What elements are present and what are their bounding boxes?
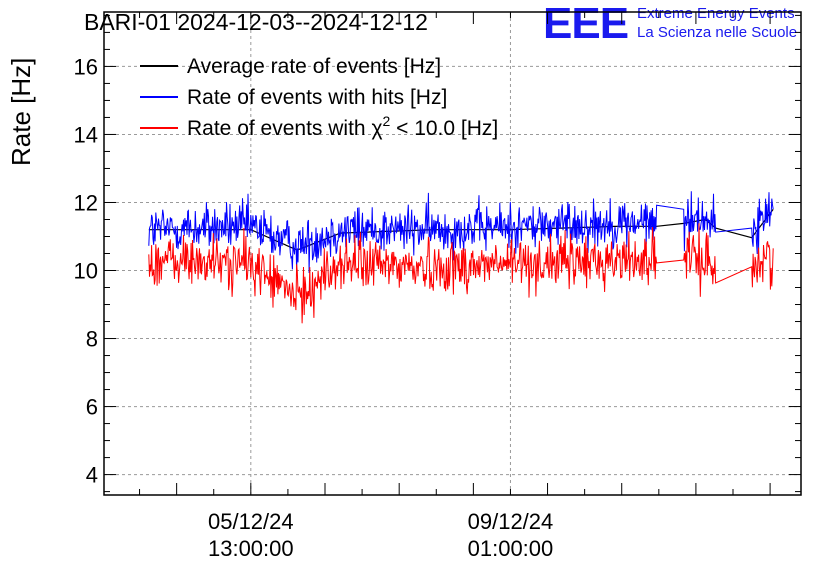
y-tick-label: 4 [86, 463, 98, 488]
series-line-chi2 [148, 223, 774, 324]
x-tick-label-date: 05/12/24 [208, 509, 294, 534]
y-tick-label: 8 [86, 327, 98, 352]
legend-label: Average rate of events [Hz] [187, 55, 441, 78]
series-area [148, 191, 774, 324]
organization-label: Extreme Energy Events La Scienza nelle S… [637, 4, 797, 42]
y-tick-label: 16 [74, 54, 98, 79]
y-tick-label: 12 [74, 190, 98, 215]
legend-label: Rate of events with hits [Hz] [187, 86, 447, 109]
x-tick-label-date: 09/12/24 [468, 509, 554, 534]
chart-title: BARI-01 2024-12-03--2024-12-12 [84, 9, 428, 35]
series-line-hits [148, 191, 774, 274]
x-tick-label-time: 13:00:00 [208, 536, 294, 561]
x-tick-label-time: 01:00:00 [468, 536, 554, 561]
legend: Average rate of events [Hz] Rate of event… [140, 55, 498, 140]
y-tick-label: 6 [86, 395, 98, 420]
org-line-2: La Scienza nelle Scuole [637, 24, 798, 41]
eee-logo: EEE [543, 0, 629, 48]
y-tick-label: 10 [74, 259, 98, 284]
org-line-1: Extreme Energy Events [637, 5, 795, 22]
y-tick-label: 14 [74, 122, 98, 147]
legend-label: Rate of events with χ2 < 10.0 [Hz] [187, 113, 498, 140]
